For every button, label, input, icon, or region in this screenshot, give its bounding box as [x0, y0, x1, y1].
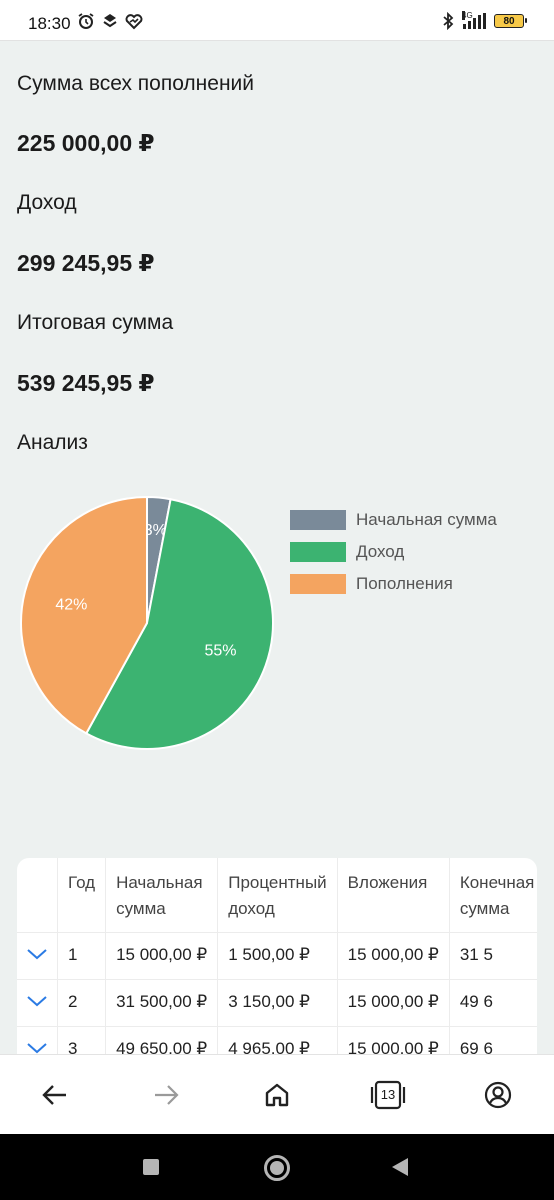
analysis-title-wrap: Анализ — [17, 431, 88, 455]
table-row: 3 49 650,00 ₽ 4 965,00 ₽ 15 000,00 ₽ 69 … — [17, 1026, 537, 1058]
row-expand-button[interactable] — [17, 1026, 58, 1058]
table-cell-deposits: 15 000,00 ₽ — [337, 979, 450, 1027]
legend-swatch — [290, 542, 346, 562]
account-icon — [484, 1081, 512, 1109]
home-icon — [265, 1083, 289, 1107]
layers-icon — [103, 14, 117, 28]
legend-item[interactable]: Доход — [290, 542, 497, 562]
alarm-icon — [78, 13, 94, 29]
results-table: Год Начальная сумма Процентный доход Вло… — [17, 858, 537, 1058]
recents-button[interactable] — [143, 1159, 159, 1175]
pie-slice — [20, 495, 148, 735]
legend-swatch — [290, 574, 346, 594]
summary-value-total: 539 245,95 ₽ — [17, 370, 155, 396]
legend-label: Доход — [356, 542, 405, 561]
summary-label-total-wrap: Итоговая сумма — [17, 311, 173, 335]
table-row: 1 15 000,00 ₽ 1 500,00 ₽ 15 000,00 ₽ 31 … — [17, 932, 537, 980]
table-cell-year: 3 — [57, 1026, 107, 1058]
home-system-button[interactable] — [264, 1155, 290, 1181]
table-cell-interest: 1 500,00 ₽ — [217, 932, 338, 980]
arrow-left-icon — [42, 1085, 66, 1105]
summary-value-deposits: 225 000,00 ₽ — [17, 130, 155, 156]
status-bar: 18:30 4G 80 — [0, 0, 554, 41]
bluetooth-icon — [443, 12, 454, 30]
status-time: 18:30 — [28, 14, 71, 33]
network-label: 4G — [462, 11, 473, 20]
table-cell-final: 69 6 — [449, 1026, 537, 1058]
status-left-icons — [77, 12, 143, 30]
chevron-down-icon — [27, 996, 47, 1007]
table-row: 2 31 500,00 ₽ 3 150,00 ₽ 15 000,00 ₽ 49 … — [17, 979, 537, 1027]
table-cell-interest: 3 150,00 ₽ — [217, 979, 338, 1027]
table-cell-deposits: 15 000,00 ₽ — [337, 932, 450, 980]
profile-button[interactable] — [478, 1075, 518, 1115]
summary-label-deposits-wrap: Сумма всех пополнений — [17, 72, 254, 96]
legend-label: Начальная сумма — [356, 510, 497, 529]
table-cell-final: 49 6 — [449, 979, 537, 1027]
chevron-down-icon — [27, 1043, 47, 1054]
pie-slice-label: 42% — [55, 597, 87, 614]
table-header-interest: Процентный доход — [217, 858, 338, 933]
tabs-count: 13 — [380, 1087, 396, 1102]
table-cell-initial: 49 650,00 ₽ — [105, 1026, 219, 1058]
table-cell-initial: 31 500,00 ₽ — [105, 979, 219, 1027]
results-table-card: Год Начальная сумма Процентный доход Вло… — [17, 858, 537, 1058]
status-right-icons: 4G 80 — [441, 11, 527, 30]
forward-button[interactable] — [146, 1075, 186, 1115]
summary-label-deposits: Сумма всех пополнений — [17, 72, 255, 95]
arrow-right-icon — [155, 1085, 179, 1105]
battery-icon: 80 — [494, 14, 527, 28]
table-header-row: Год Начальная сумма Процентный доход Вло… — [17, 858, 537, 933]
summary-value-income: 299 245,95 ₽ — [17, 250, 155, 276]
chart-legend: Начальная сумма Доход Пополнения — [290, 510, 497, 606]
pie-slice-label: 3% — [144, 522, 167, 539]
table-header-final: Конечная сумма — [449, 858, 537, 933]
table-header-initial: Начальная сумма — [105, 858, 219, 933]
browser-bottom-nav: 13 — [0, 1054, 554, 1135]
table-cell-year: 2 — [57, 979, 107, 1027]
signal-strength-icon: 4G — [462, 11, 486, 29]
legend-item[interactable]: Пополнения — [290, 574, 497, 594]
summary-label-income-wrap: Доход — [17, 191, 77, 215]
home-system-dot — [270, 1161, 284, 1175]
table-header-year: Год — [57, 858, 107, 933]
back-system-icon[interactable] — [392, 1158, 408, 1176]
summary-value-income-wrap: 299 245,95 ₽ — [17, 250, 155, 277]
pie-chart: 3% 55% 42% — [20, 495, 274, 750]
battery-level: 80 — [503, 15, 515, 27]
table-cell-initial: 15 000,00 ₽ — [105, 932, 219, 980]
row-expand-button[interactable] — [17, 932, 58, 980]
system-nav-bar — [0, 1134, 554, 1200]
tabs-button[interactable]: 13 — [368, 1075, 408, 1115]
legend-item[interactable]: Начальная сумма — [290, 510, 497, 530]
table-cell-deposits: 15 000,00 ₽ — [337, 1026, 450, 1058]
legend-swatch — [290, 510, 346, 530]
legend-label: Пополнения — [356, 574, 453, 593]
table-header-deposits: Вложения — [337, 858, 450, 933]
back-button[interactable] — [35, 1075, 75, 1115]
summary-label-total: Итоговая сумма — [17, 311, 174, 334]
pie-slice-label: 55% — [204, 642, 236, 659]
row-expand-button[interactable] — [17, 979, 58, 1027]
pie-slice — [84, 498, 274, 750]
analysis-title: Анализ — [17, 431, 88, 454]
table-cell-year: 1 — [57, 932, 107, 980]
home-button[interactable] — [257, 1075, 297, 1115]
summary-label-income: Доход — [17, 191, 77, 214]
summary-value-total-wrap: 539 245,95 ₽ — [17, 370, 155, 397]
table-cell-final: 31 5 — [449, 932, 537, 980]
heart-app-icon — [125, 14, 143, 30]
table-cell-interest: 4 965,00 ₽ — [217, 1026, 338, 1058]
tabs-icon — [370, 1080, 406, 1110]
summary-value-deposits-wrap: 225 000,00 ₽ — [17, 130, 155, 157]
chevron-down-icon — [27, 949, 47, 960]
table-header-expand — [17, 858, 58, 933]
